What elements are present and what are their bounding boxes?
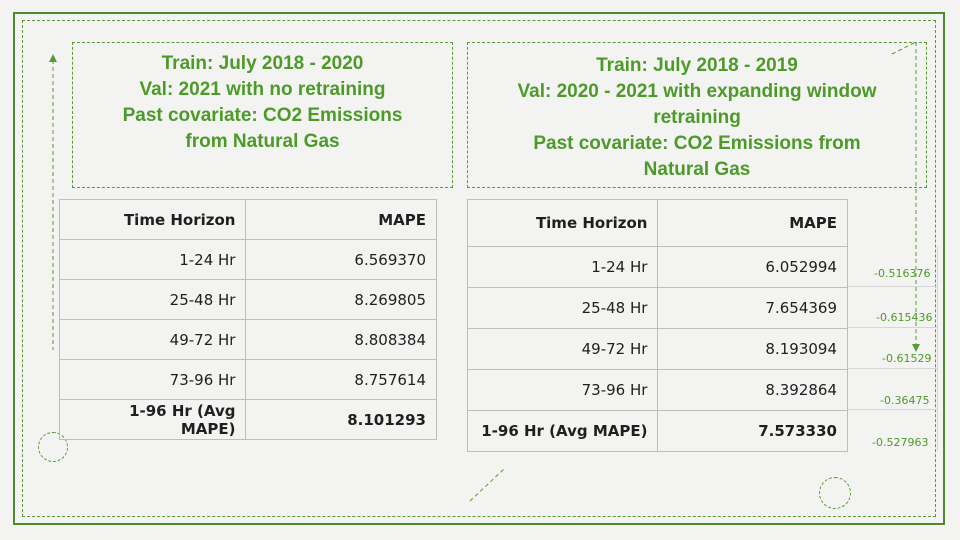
table-row: 73-96 Hr 8.757614 <box>58 359 437 400</box>
table-row: 25-48 Hr 8.269805 <box>58 279 437 320</box>
right-title-line: Natural Gas <box>643 159 751 180</box>
avg-mape-cell: 8.101293 <box>245 399 437 440</box>
table-header-row: Time Horizon MAPE <box>58 199 437 240</box>
header-time-horizon: Time Horizon <box>466 199 659 247</box>
table-row: 1-24 Hr 6.052994 <box>466 246 848 288</box>
mape-cell: 6.052994 <box>657 246 848 288</box>
table-row: 49-72 Hr 8.193094 <box>466 328 848 370</box>
difference-value: -0.61529 <box>882 352 932 365</box>
left-title-line: Past covariate: CO2 Emissions <box>122 105 403 126</box>
left-title-box: Train: July 2018 - 2020 Val: 2021 with n… <box>72 42 453 188</box>
right-title-line: retraining <box>653 107 741 128</box>
time-horizon-cell: 25-48 Hr <box>58 279 247 320</box>
table-row: 49-72 Hr 8.808384 <box>58 319 437 360</box>
difference-value: -0.615436 <box>876 311 933 324</box>
mape-cell: 8.757614 <box>245 359 437 400</box>
table-avg-row: 1-96 Hr (Avg MAPE) 8.101293 <box>58 399 437 440</box>
table-avg-row: 1-96 Hr (Avg MAPE) 7.573330 <box>466 410 848 452</box>
bottom-dashed-line <box>469 468 505 502</box>
avg-label-cell: 1-96 Hr (Avg MAPE) <box>58 399 247 440</box>
right-title-box: Train: July 2018 - 2019 Val: 2020 - 2021… <box>467 42 927 188</box>
difference-cell: -0.527963 <box>848 410 938 451</box>
avg-mape-cell: 7.573330 <box>657 410 848 452</box>
table-row: 73-96 Hr 8.392864 <box>466 369 848 411</box>
difference-value: -0.36475 <box>880 394 930 407</box>
difference-cell: -0.516376 <box>848 246 938 287</box>
time-horizon-cell: 49-72 Hr <box>466 328 659 370</box>
time-horizon-cell: 73-96 Hr <box>466 369 659 411</box>
table-header-row: Time Horizon MAPE <box>466 199 848 247</box>
mape-cell: 7.654369 <box>657 287 848 329</box>
left-dashed-arrow <box>49 54 57 350</box>
decorative-circle-left <box>38 432 68 462</box>
difference-value: -0.516376 <box>874 267 931 280</box>
right-dashed-arrow <box>891 41 920 352</box>
difference-cell: -0.36475 <box>848 369 938 410</box>
header-mape: MAPE <box>245 199 437 240</box>
slide-outer-frame <box>13 12 945 525</box>
table-row: 25-48 Hr 7.654369 <box>466 287 848 329</box>
time-horizon-cell: 49-72 Hr <box>58 319 247 360</box>
left-title-line: from Natural Gas <box>185 131 340 152</box>
left-title-line: Val: 2021 with no retraining <box>139 79 386 100</box>
mape-cell: 8.269805 <box>245 279 437 320</box>
right-title-line: Past covariate: CO2 Emissions from <box>533 133 861 154</box>
mape-cell: 8.193094 <box>657 328 848 370</box>
slide-inner-frame <box>22 20 936 517</box>
right-title-line: Val: 2020 - 2021 with expanding window <box>517 81 877 102</box>
time-horizon-cell: 1-24 Hr <box>466 246 659 288</box>
time-horizon-cell: 73-96 Hr <box>58 359 247 400</box>
mape-cell: 8.392864 <box>657 369 848 411</box>
difference-value: -0.527963 <box>872 436 929 449</box>
decorative-circle-right <box>819 477 851 509</box>
left-mape-table: Time Horizon MAPE 1-24 Hr 6.569370 25-48… <box>58 199 437 440</box>
time-horizon-cell: 1-24 Hr <box>58 239 247 280</box>
header-time-horizon: Time Horizon <box>58 199 247 240</box>
time-horizon-cell: 25-48 Hr <box>466 287 659 329</box>
mape-cell: 6.569370 <box>245 239 437 280</box>
left-title-line: Train: July 2018 - 2020 <box>161 53 364 74</box>
right-title-line: Train: July 2018 - 2019 <box>596 55 798 76</box>
table-row: 1-24 Hr 6.569370 <box>58 239 437 280</box>
difference-cell: -0.615436 <box>848 287 938 328</box>
mape-cell: 8.808384 <box>245 319 437 360</box>
difference-cell: -0.61529 <box>848 328 938 369</box>
right-mape-table: Time Horizon MAPE 1-24 Hr 6.052994 25-48… <box>466 199 848 452</box>
header-mape: MAPE <box>657 199 848 247</box>
avg-label-cell: 1-96 Hr (Avg MAPE) <box>466 410 659 452</box>
